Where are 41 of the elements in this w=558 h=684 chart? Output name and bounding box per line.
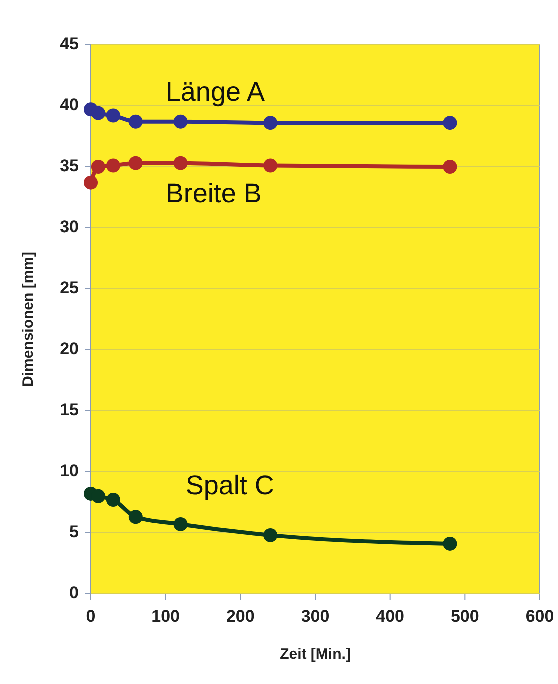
point xyxy=(106,493,120,508)
point xyxy=(84,176,98,190)
point xyxy=(174,156,188,170)
point xyxy=(264,158,278,173)
y-tick-label: 5 xyxy=(70,522,79,542)
x-tick-label: 500 xyxy=(450,607,480,626)
x-axis-title: Zeit [Min.] xyxy=(280,646,351,663)
point xyxy=(91,160,106,174)
series-label: Spalt C xyxy=(186,470,274,500)
point xyxy=(106,108,120,123)
y-tick-label: 25 xyxy=(60,278,79,298)
point xyxy=(128,156,143,170)
x-tick-label: 400 xyxy=(376,607,405,626)
point xyxy=(91,489,106,504)
point xyxy=(443,160,458,174)
y-tick-label: 45 xyxy=(60,34,79,54)
point xyxy=(264,116,278,130)
y-axis-title: Dimensionen [mm] xyxy=(20,252,37,388)
x-tick-label: 0 xyxy=(86,607,96,626)
x-tick-label: 100 xyxy=(152,607,180,626)
y-tick-label: 35 xyxy=(60,156,79,176)
x-tick-label: 200 xyxy=(226,607,255,626)
point xyxy=(128,114,143,129)
y-tick-label: 40 xyxy=(60,95,79,114)
y-tick-label: 0 xyxy=(70,583,79,602)
x-tick-label: 300 xyxy=(301,607,330,626)
point xyxy=(128,510,143,524)
y-tick-label: 10 xyxy=(60,461,79,480)
point xyxy=(91,106,106,120)
point xyxy=(174,517,188,532)
y-tick-label: 30 xyxy=(60,217,79,236)
y-tick-label: 20 xyxy=(60,339,79,358)
point xyxy=(174,114,188,129)
series-label: Breite B xyxy=(166,178,262,208)
point xyxy=(443,116,458,130)
point xyxy=(106,158,120,173)
series-label: Länge A xyxy=(166,76,266,107)
point xyxy=(443,536,458,551)
y-tick-label: 15 xyxy=(60,400,79,420)
point xyxy=(264,528,278,542)
x-tick-label: 600 xyxy=(526,607,554,626)
